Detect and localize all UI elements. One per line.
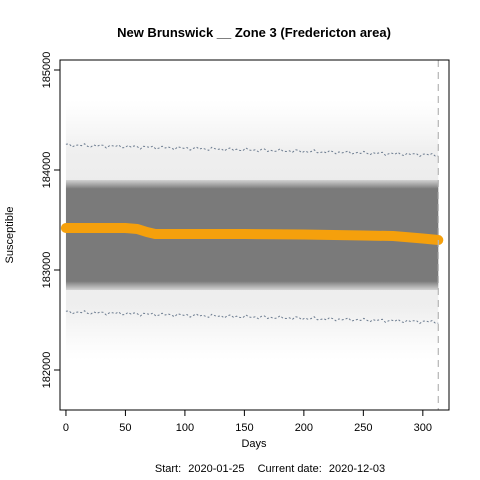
x-tick-label: 250 xyxy=(354,422,372,434)
x-tick-label: 200 xyxy=(295,422,313,434)
plot-area xyxy=(60,60,444,410)
median-line xyxy=(60,223,444,245)
y-axis: 182000 183000 184000 185000 xyxy=(41,52,60,389)
x-tick-label: 50 xyxy=(119,422,131,434)
y-tick-label: 182000 xyxy=(41,352,53,389)
x-tick-label: 150 xyxy=(235,422,253,434)
x-tick-label: 300 xyxy=(414,422,432,434)
current-date-label: Current date: xyxy=(258,463,322,475)
x-axis: 0 50 100 150 200 250 300 xyxy=(63,410,432,434)
subtitle: Start: 2020-01-25 Current date: 2020-12-… xyxy=(155,463,385,475)
current-date: 2020-12-03 xyxy=(329,463,385,475)
x-tick-label: 100 xyxy=(176,422,194,434)
y-tick-label: 185000 xyxy=(41,52,53,89)
start-date: 2020-01-25 xyxy=(188,463,244,475)
x-axis-label: Days xyxy=(241,438,267,450)
plot-frame xyxy=(59,59,450,411)
chart-title: New Brunswick __ Zone 3 (Fredericton are… xyxy=(117,25,391,40)
y-axis-label: Susceptible xyxy=(4,207,16,264)
x-tick-label: 0 xyxy=(63,422,69,434)
y-tick-label: 183000 xyxy=(41,252,53,289)
y-tick-label: 184000 xyxy=(41,152,53,189)
start-label: Start: xyxy=(155,463,181,475)
